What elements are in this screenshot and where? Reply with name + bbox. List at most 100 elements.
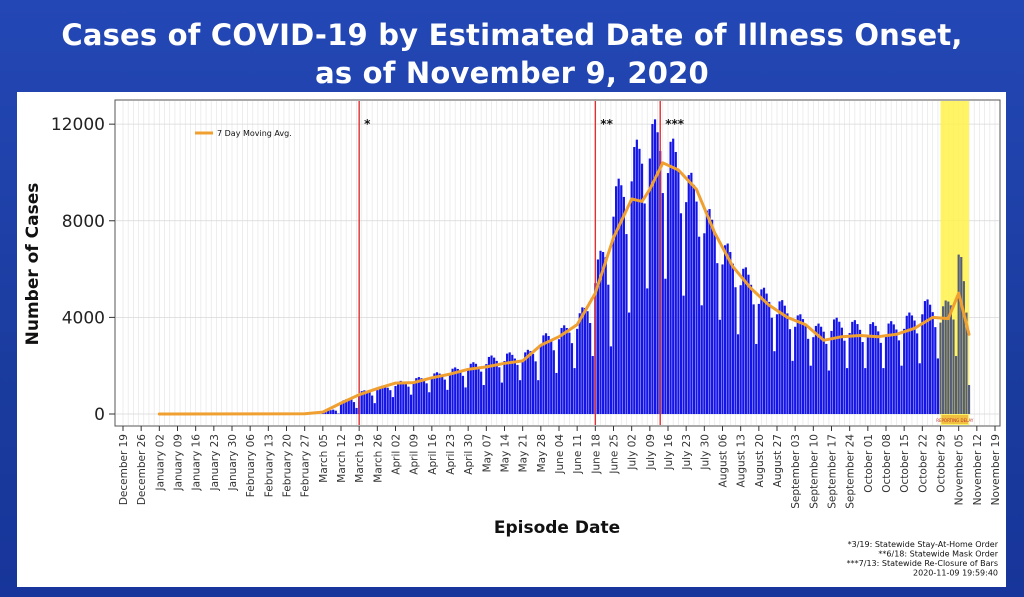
case-bar [480,371,483,414]
x-axis-ticks: December 19 December 26 January 02 January … [118,426,1002,509]
reporting-delay-label: REPORTING DELAY [936,418,974,423]
moving-average-line [157,161,971,416]
case-bar [607,284,610,414]
x-tick-label: April 02 [391,434,403,475]
x-tick-label: August 27 [772,434,784,487]
case-bar [677,170,680,414]
x-tick-label: December 19 [118,434,130,505]
x-tick-label: October 29 [936,434,948,493]
x-tick-label: September 03 [790,434,802,509]
y-axis-ticks: 0 4000 8000 12000 [51,115,115,425]
case-bar [807,338,810,414]
case-bar [840,327,843,414]
case-bar [363,390,366,414]
case-bar [602,252,605,414]
case-bar [589,323,592,414]
case-bar [459,371,462,414]
case-bar [448,374,452,414]
x-axis-label: Episode Date [494,518,620,538]
y-axis-label: Number of Cases [23,183,43,346]
case-bar [461,375,465,414]
case-bar [892,324,895,414]
case-bar [482,385,485,414]
case-bar [472,362,475,414]
case-bar [910,315,914,414]
case-bar [391,397,394,414]
case-bar [851,321,854,414]
footnote-line: 2020-11-09 19:59:40 [913,569,998,578]
case-bar [347,399,350,414]
case-bar [685,202,688,414]
footnotes: *3/19: Statewide Stay-At-Home Order**6/1… [847,540,999,578]
case-bar [329,410,332,414]
case-bar [568,332,571,414]
case-bar [617,178,620,414]
case-bar [615,186,618,414]
case-bar [425,383,428,414]
case-bar [581,307,584,414]
case-bar [871,322,875,414]
case-bar [345,399,348,414]
case-bar [682,295,685,414]
footnote-line: ***7/13: Statewide Re-Closure of Bars [847,559,998,568]
case-bar [430,378,433,414]
case-bar [552,350,555,414]
moving-average [157,161,971,416]
case-bar [765,293,768,414]
case-bar [760,289,763,414]
case-bar [744,267,747,414]
case-bar [890,321,893,414]
x-tick-label: February 20 [282,434,294,497]
case-bar [648,158,651,414]
case-bar [438,373,441,414]
case-bar [861,342,864,414]
x-tick-label: January 09 [173,434,185,492]
case-bar [713,234,716,414]
case-bar [791,360,794,414]
case-bar [563,325,566,414]
case-bar [799,314,802,414]
case-bar [653,119,657,415]
case-bar [633,147,636,415]
case-bar [656,132,659,414]
case-bar [755,343,758,414]
case-bar [864,368,867,414]
case-bar [949,305,952,414]
case-bar [534,361,537,414]
x-tick-label: May 21 [518,434,530,472]
case-bar [879,342,882,414]
case-bar [679,213,683,414]
case-bar [825,343,828,414]
case-bar [718,319,721,414]
case-bar [804,325,807,414]
case-bar [537,380,540,414]
case-bar [801,319,805,414]
case-bar [576,328,579,414]
case-bar [669,141,672,414]
case-bar [954,356,958,414]
case-bar [640,163,644,414]
case-bar [565,328,568,414]
case-bar [620,185,623,414]
case-bar [674,151,677,415]
case-bar [838,321,841,414]
x-tick-label: September 24 [845,434,857,509]
x-tick-label: October 22 [917,434,929,493]
case-bar [495,360,498,414]
case-bar [827,370,830,414]
case-bar [399,380,402,414]
case-bar [516,364,519,414]
x-tick-label: August 20 [754,434,766,487]
case-bar [487,356,491,414]
case-bar [708,209,711,414]
case-bar [903,328,906,414]
case-bar [690,172,693,414]
x-tick-label: July 30 [699,434,711,471]
footnote-line: *3/19: Statewide Stay-At-Home Order [848,540,999,549]
case-bar [404,383,407,414]
x-tick-label: March 12 [336,434,348,483]
y-tick-label: 0 [94,405,105,425]
case-bar [957,254,960,414]
case-bar [609,346,612,414]
